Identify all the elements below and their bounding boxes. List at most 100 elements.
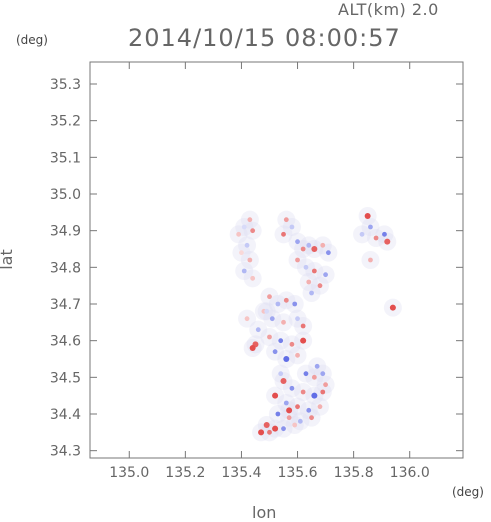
x-tick-label: 135.6 [277,465,317,481]
data-point [323,272,328,278]
data-point [306,407,312,413]
data-point [300,246,306,252]
data-point [384,238,391,245]
data-point [241,224,247,230]
data-point [255,327,261,333]
data-point [258,429,265,436]
x-tick-label: 135.8 [334,465,374,481]
data-point [292,422,298,428]
data-point [389,304,396,311]
data-point [311,392,318,399]
data-point [278,371,284,377]
data-point [295,257,300,263]
data-point [368,224,373,230]
data-point [283,297,289,303]
data-point [314,363,320,369]
data-point [306,242,312,248]
data-point [309,290,314,296]
data-point [249,345,256,351]
data-point [263,422,270,428]
y-tick-label: 35.0 [50,187,81,203]
data-point [250,228,256,234]
y-tick-label: 35.1 [50,150,81,166]
y-tick-label: 34.9 [50,224,81,240]
data-point [295,239,300,245]
data-point [283,217,289,223]
data-point [247,217,253,223]
data-point [283,356,290,362]
data-point [272,349,278,355]
data-point [286,407,293,414]
data-point [244,316,250,322]
data-point [300,389,306,395]
data-point [364,213,371,219]
data-point [373,235,379,241]
data-point [323,382,328,388]
data-point [368,257,373,263]
data-point [281,319,286,325]
data-point [309,415,314,421]
x-tick-label: 135.0 [109,465,149,481]
data-point [275,411,281,417]
data-point [272,425,279,432]
data-point [247,257,253,263]
data-point [325,250,331,256]
data-point [295,352,300,358]
data-point [295,404,300,410]
data-points [229,207,402,442]
y-tick-label: 34.4 [50,407,81,423]
data-point [320,371,326,377]
data-point [264,308,270,314]
data-point [382,231,387,237]
data-point [239,250,244,256]
x-axis-unit: (deg) [452,485,484,499]
x-axis-label: lon [252,503,277,522]
data-point [311,374,317,380]
y-tick-label: 34.3 [50,444,81,460]
data-point [244,242,250,248]
data-point [295,316,300,322]
data-point [236,231,242,237]
data-point [292,301,298,307]
data-point [289,224,295,230]
data-point [320,242,326,248]
data-point [297,418,303,424]
data-point [289,341,295,347]
data-point [281,231,286,237]
data-point [311,246,318,252]
x-tick-label: 135.4 [221,465,261,481]
data-point [250,275,256,281]
data-point [269,316,275,322]
data-point [286,415,292,421]
data-point [275,301,281,307]
data-point [306,279,312,285]
data-point [317,283,323,289]
plot-frame [89,61,464,459]
data-point [283,400,289,406]
axis-ticks: 135.0 135.2 135.4 135.6 135.8 136.0 34.3 34.4 34… [50,62,463,481]
data-point [320,389,326,395]
data-point [300,323,306,329]
y-tick-label: 34.8 [50,260,81,276]
data-point [289,385,295,391]
data-point [317,404,323,410]
data-point [303,371,309,377]
data-point [278,338,284,344]
y-axis-unit: (deg) [16,33,48,47]
data-point [267,294,272,300]
data-point [359,231,365,237]
y-tick-label: 34.6 [50,334,81,350]
altitude-label: ALT(km) 2.0 [338,0,439,19]
data-point [267,334,272,340]
data-point [311,268,317,274]
data-point [267,429,272,435]
y-tick-label: 35.3 [50,77,81,93]
data-point [241,268,247,274]
data-point [281,426,286,432]
x-tick-label: 135.2 [165,465,205,481]
chart-title-timestamp: 2014/10/15 08:00:57 [128,24,401,52]
y-tick-label: 34.5 [50,370,81,386]
data-point [272,392,279,399]
data-point [303,264,309,270]
